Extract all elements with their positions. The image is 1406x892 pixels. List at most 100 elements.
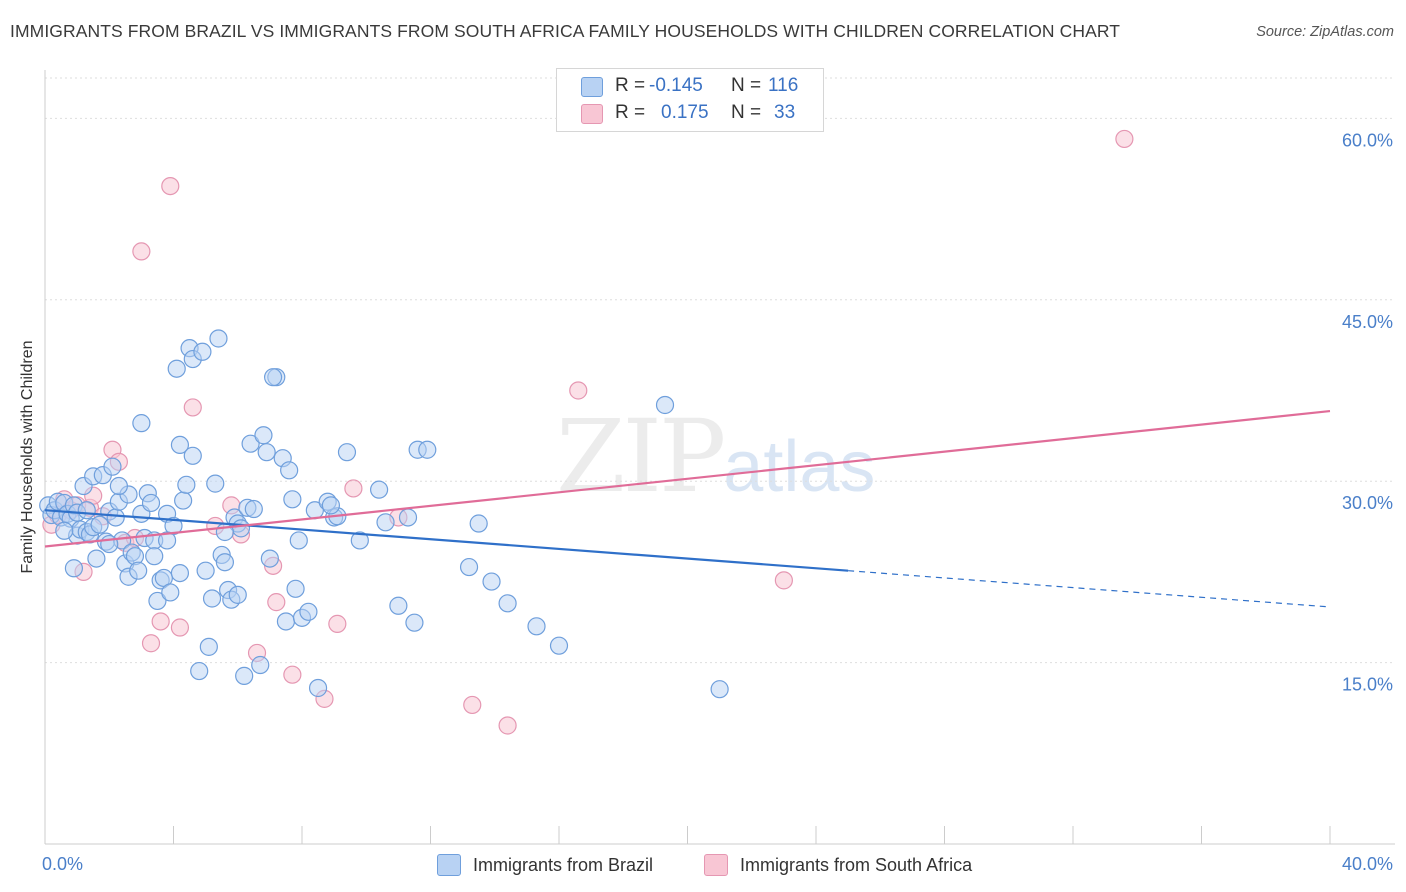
data-point-south-africa (463, 695, 482, 715)
data-point-brazil (161, 583, 180, 602)
data-point-south-africa (344, 479, 363, 498)
legend-swatch-south-africa (704, 854, 728, 876)
data-point-brazil (241, 434, 260, 453)
data-point-brazil (276, 612, 296, 631)
data-point-brazil (206, 474, 225, 493)
data-point-brazil (170, 563, 190, 583)
trend-line-south-africa (44, 409, 1331, 548)
data-point-south-africa (132, 242, 151, 261)
data-point-brazil (299, 602, 318, 621)
correlation-legend: R = -0.145 N = 116 R = 0.175 N = 33 (556, 68, 824, 132)
data-point-south-africa (1115, 129, 1134, 149)
x-tick-label: 40.0% (1342, 854, 1393, 874)
data-point-brazil (77, 501, 96, 520)
data-point-brazil (87, 549, 106, 568)
data-point-south-africa (183, 398, 202, 417)
data-point-south-africa (161, 177, 180, 196)
data-point-south-africa (170, 618, 190, 637)
legend-swatch-brazil (581, 77, 603, 97)
data-point-brazil (228, 585, 247, 604)
data-point-brazil (157, 531, 177, 550)
data-point-brazil (405, 613, 424, 632)
data-point-brazil (148, 591, 167, 611)
legend-r-label: R = (615, 102, 646, 123)
data-point-brazil (389, 596, 408, 615)
legend-n-label: N = (731, 75, 762, 96)
data-point-brazil (655, 395, 675, 415)
data-point-brazil (209, 329, 228, 348)
legend-label-brazil: Immigrants from Brazil (473, 854, 654, 875)
data-point-south-africa (283, 665, 302, 684)
data-point-brazil (202, 589, 222, 608)
legend-n-value: 116 (768, 75, 799, 96)
legend-n-label: N = (731, 102, 762, 123)
watermark: ZIPatlas (556, 398, 875, 515)
y-tick-label: 60.0% (1342, 130, 1393, 150)
data-point-brazil (199, 637, 218, 656)
data-point-brazil (103, 457, 122, 476)
data-point-brazil (263, 368, 283, 387)
data-point-brazil (231, 519, 251, 538)
legend-r-value: -0.145 (649, 75, 703, 96)
watermark-zip: ZIP (556, 398, 726, 515)
data-point-brazil (193, 342, 212, 361)
data-point-brazil (215, 553, 234, 572)
legend-swatch-brazil (437, 854, 461, 876)
trend-line-brazil-extended (848, 570, 1331, 608)
data-point-brazil (260, 549, 279, 568)
data-point-brazil (190, 661, 209, 681)
data-point-brazil (459, 557, 479, 577)
data-point-brazil (183, 446, 202, 465)
legend-swatch-south-africa (581, 104, 603, 124)
data-point-brazil (283, 490, 302, 509)
data-point-brazil (55, 521, 74, 540)
data-point-brazil (710, 680, 729, 699)
data-point-brazil (145, 547, 164, 566)
data-point-south-africa (151, 612, 170, 631)
data-point-brazil (251, 655, 270, 675)
data-point-brazil (257, 443, 276, 462)
data-point-brazil (350, 531, 369, 550)
data-point-brazil (370, 480, 389, 499)
data-point-brazil (549, 636, 569, 655)
legend-r-label: R = (615, 75, 646, 96)
legend-item-brazil: Immigrants from Brazil (437, 852, 653, 878)
data-point-south-africa (141, 634, 161, 653)
data-point-brazil (106, 508, 125, 527)
data-point-brazil (321, 496, 341, 515)
data-point-brazil (286, 579, 305, 598)
data-point-south-africa (569, 381, 588, 400)
data-point-brazil (235, 666, 254, 685)
data-point-brazil (469, 514, 488, 533)
chart-title: IMMIGRANTS FROM BRAZIL VS IMMIGRANTS FRO… (10, 21, 1121, 41)
data-point-brazil (289, 531, 308, 550)
data-point-brazil (308, 678, 328, 698)
data-point-brazil (398, 508, 418, 527)
data-point-brazil (90, 515, 109, 534)
data-point-brazil (129, 561, 148, 580)
legend-r-value: 0.175 (661, 102, 709, 123)
legend-n-value: 33 (774, 102, 796, 123)
data-point-brazil (244, 499, 263, 519)
chart-source: Source: ZipAtlas.com (1256, 24, 1394, 40)
data-point-brazil (527, 617, 546, 636)
y-tick-label: 15.0% (1342, 675, 1393, 695)
legend-row-brazil: R = -0.145 N = 116 (557, 73, 823, 99)
data-point-brazil (174, 491, 193, 510)
y-tick-label: 30.0% (1342, 493, 1393, 513)
data-point-brazil (170, 435, 190, 455)
data-point-brazil (167, 359, 186, 378)
data-point-south-africa (267, 593, 286, 612)
x-tick-label: 0.0% (42, 854, 83, 874)
data-point-brazil (418, 440, 437, 459)
legend-label-south-africa: Immigrants from South Africa (740, 854, 973, 875)
data-point-brazil (498, 594, 517, 613)
data-point-south-africa (498, 716, 517, 735)
data-point-brazil (132, 414, 151, 433)
y-tick-label: 45.0% (1342, 312, 1393, 332)
data-point-brazil (141, 493, 161, 513)
trend-line-brazil (44, 509, 849, 572)
data-point-brazil (337, 443, 357, 462)
data-point-brazil (177, 475, 196, 494)
